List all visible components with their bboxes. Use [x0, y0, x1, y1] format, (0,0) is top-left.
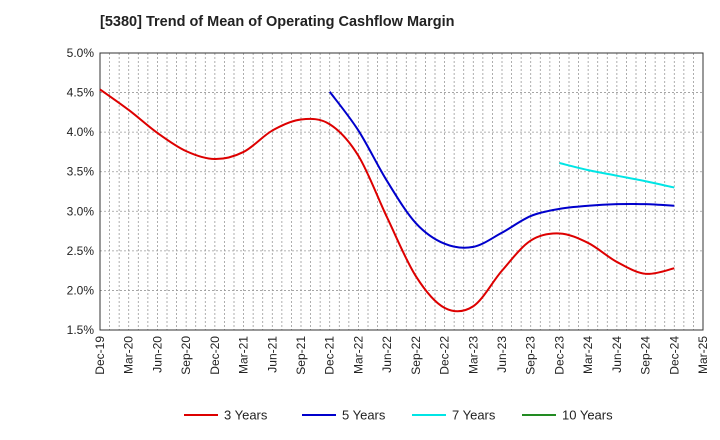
x-tick-label: Dec-22 [438, 336, 452, 375]
series-layer [99, 88, 675, 313]
chart-title: [5380] Trend of Mean of Operating Cashfl… [100, 14, 455, 30]
y-tick-label: 4.0% [67, 125, 95, 139]
series-line-3 [559, 162, 675, 189]
plot-border [99, 52, 704, 331]
legend: 3 Years 5 Years 7 Years 10 Years [184, 408, 613, 423]
x-tick-label: Sep-21 [294, 336, 308, 375]
x-tick-label: Mar-23 [466, 336, 480, 374]
x-tick-label: Sep-24 [639, 336, 653, 375]
y-tick-label: 4.5% [67, 86, 95, 100]
legend-label-3: 7 Years [452, 408, 496, 423]
x-tick-label: Mar-25 [696, 336, 710, 374]
x-tick-label: Dec-19 [93, 336, 107, 375]
x-tick-label: Dec-23 [552, 336, 566, 375]
x-tick-label: Mar-24 [581, 336, 595, 374]
plot-area [100, 53, 703, 330]
x-tick-label: Jun-20 [150, 336, 164, 373]
series-line-2 [328, 91, 675, 249]
x-tick-label: Jun-24 [610, 336, 624, 373]
series-line-1 [99, 88, 675, 313]
y-tick-label: 5.0% [67, 46, 95, 60]
x-tick-label: Jun-22 [380, 336, 394, 373]
grid-layer [100, 53, 703, 330]
x-tick-label: Dec-24 [667, 336, 681, 375]
x-tick-label: Mar-20 [122, 336, 136, 374]
x-tick-label: Jun-21 [265, 336, 279, 373]
x-tick-label: Jun-23 [495, 336, 509, 373]
x-tick-label: Mar-22 [351, 336, 365, 374]
x-tick-label: Sep-22 [409, 336, 423, 375]
y-tick-label: 2.5% [67, 244, 95, 258]
legend-label-4: 10 Years [562, 408, 613, 423]
y-tick-label: 3.0% [67, 204, 95, 218]
y-tick-label: 3.5% [67, 165, 95, 179]
x-tick-label: Dec-21 [323, 336, 337, 375]
x-tick-label: Sep-20 [179, 336, 193, 375]
x-tick-label: Sep-23 [524, 336, 538, 375]
x-tick-label: Mar-21 [237, 336, 251, 374]
x-tick-label: Dec-20 [208, 336, 222, 375]
axis-layer: 5.0% 4.5% 4.0% 3.5% 3.0% 2.5% 2.0% 1.5%Dec-19 Ma… [67, 46, 710, 375]
y-tick-label: 1.5% [67, 323, 95, 337]
legend-label-2: 5 Years [342, 408, 386, 423]
y-tick-label: 2.0% [67, 283, 95, 297]
legend-label-1: 3 Years [224, 408, 268, 423]
